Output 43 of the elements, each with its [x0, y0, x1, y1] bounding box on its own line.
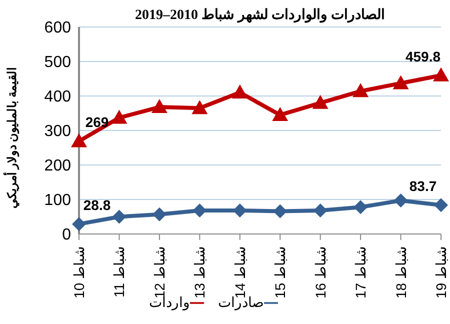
point	[232, 84, 248, 99]
x-tick-label: شباط 12	[151, 246, 168, 298]
y-axis-title: القيمة بالمليون دولار أمريكي	[5, 67, 19, 209]
data-label: 28.8	[83, 197, 111, 214]
point	[352, 83, 369, 98]
data-label: 459.8	[405, 48, 441, 64]
y-tick-label: 600	[44, 20, 72, 37]
point	[354, 200, 368, 214]
point	[192, 204, 207, 218]
point	[151, 99, 168, 114]
data-label: 269	[85, 114, 109, 130]
y-tick-label: 0	[62, 226, 72, 244]
y-tick-label: 100	[44, 192, 72, 210]
point	[112, 210, 126, 224]
x-tick-label: شباط 14	[232, 246, 248, 298]
y-tick-label: 300	[44, 123, 72, 140]
point	[273, 204, 288, 218]
point	[152, 207, 166, 222]
point	[192, 100, 208, 114]
point	[72, 217, 86, 232]
x-tick-label: شباط 18	[392, 246, 409, 298]
y-tick-label: 500	[44, 54, 72, 72]
point	[394, 194, 408, 208]
y-tick-label: 200	[44, 158, 72, 175]
point	[272, 106, 288, 121]
x-tick-label: شباط 17	[352, 246, 369, 298]
x-tick-label: شباط 19	[433, 246, 449, 298]
x-tick-label: شباط 10	[71, 246, 87, 298]
x-tick-label: شباط 13	[192, 246, 208, 298]
point	[312, 94, 328, 109]
point	[71, 133, 87, 148]
point	[313, 204, 328, 218]
x-tick-label: شباط 16	[312, 246, 328, 298]
data-label: 83.7	[409, 178, 437, 194]
point	[232, 204, 247, 218]
point	[433, 67, 449, 82]
x-tick-label: شباط 11	[111, 246, 128, 298]
point	[392, 75, 409, 90]
x-tick-label: شباط 15	[272, 246, 288, 298]
point	[434, 198, 448, 212]
y-tick-label: 400	[44, 88, 72, 106]
point	[111, 110, 128, 124]
chart-title: الصادرات والواردات لشهر شباط 2010–2019	[134, 7, 386, 24]
